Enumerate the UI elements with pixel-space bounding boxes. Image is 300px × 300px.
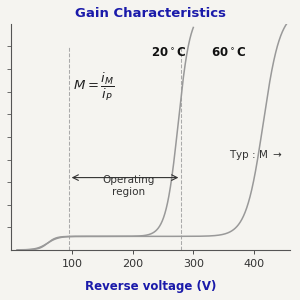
Text: Typ : M $\rightarrow$: Typ : M $\rightarrow$ [229,148,283,162]
Text: Operating
region: Operating region [102,175,154,197]
Title: Gain Characteristics: Gain Characteristics [75,7,226,20]
X-axis label: Reverse voltage (V): Reverse voltage (V) [85,280,217,293]
Text: $M = \dfrac{i_M}{i_P}$: $M = \dfrac{i_M}{i_P}$ [73,71,114,103]
Text: 20$^\circ$C: 20$^\circ$C [152,47,187,60]
Text: 60$^\circ$C: 60$^\circ$C [212,47,247,60]
